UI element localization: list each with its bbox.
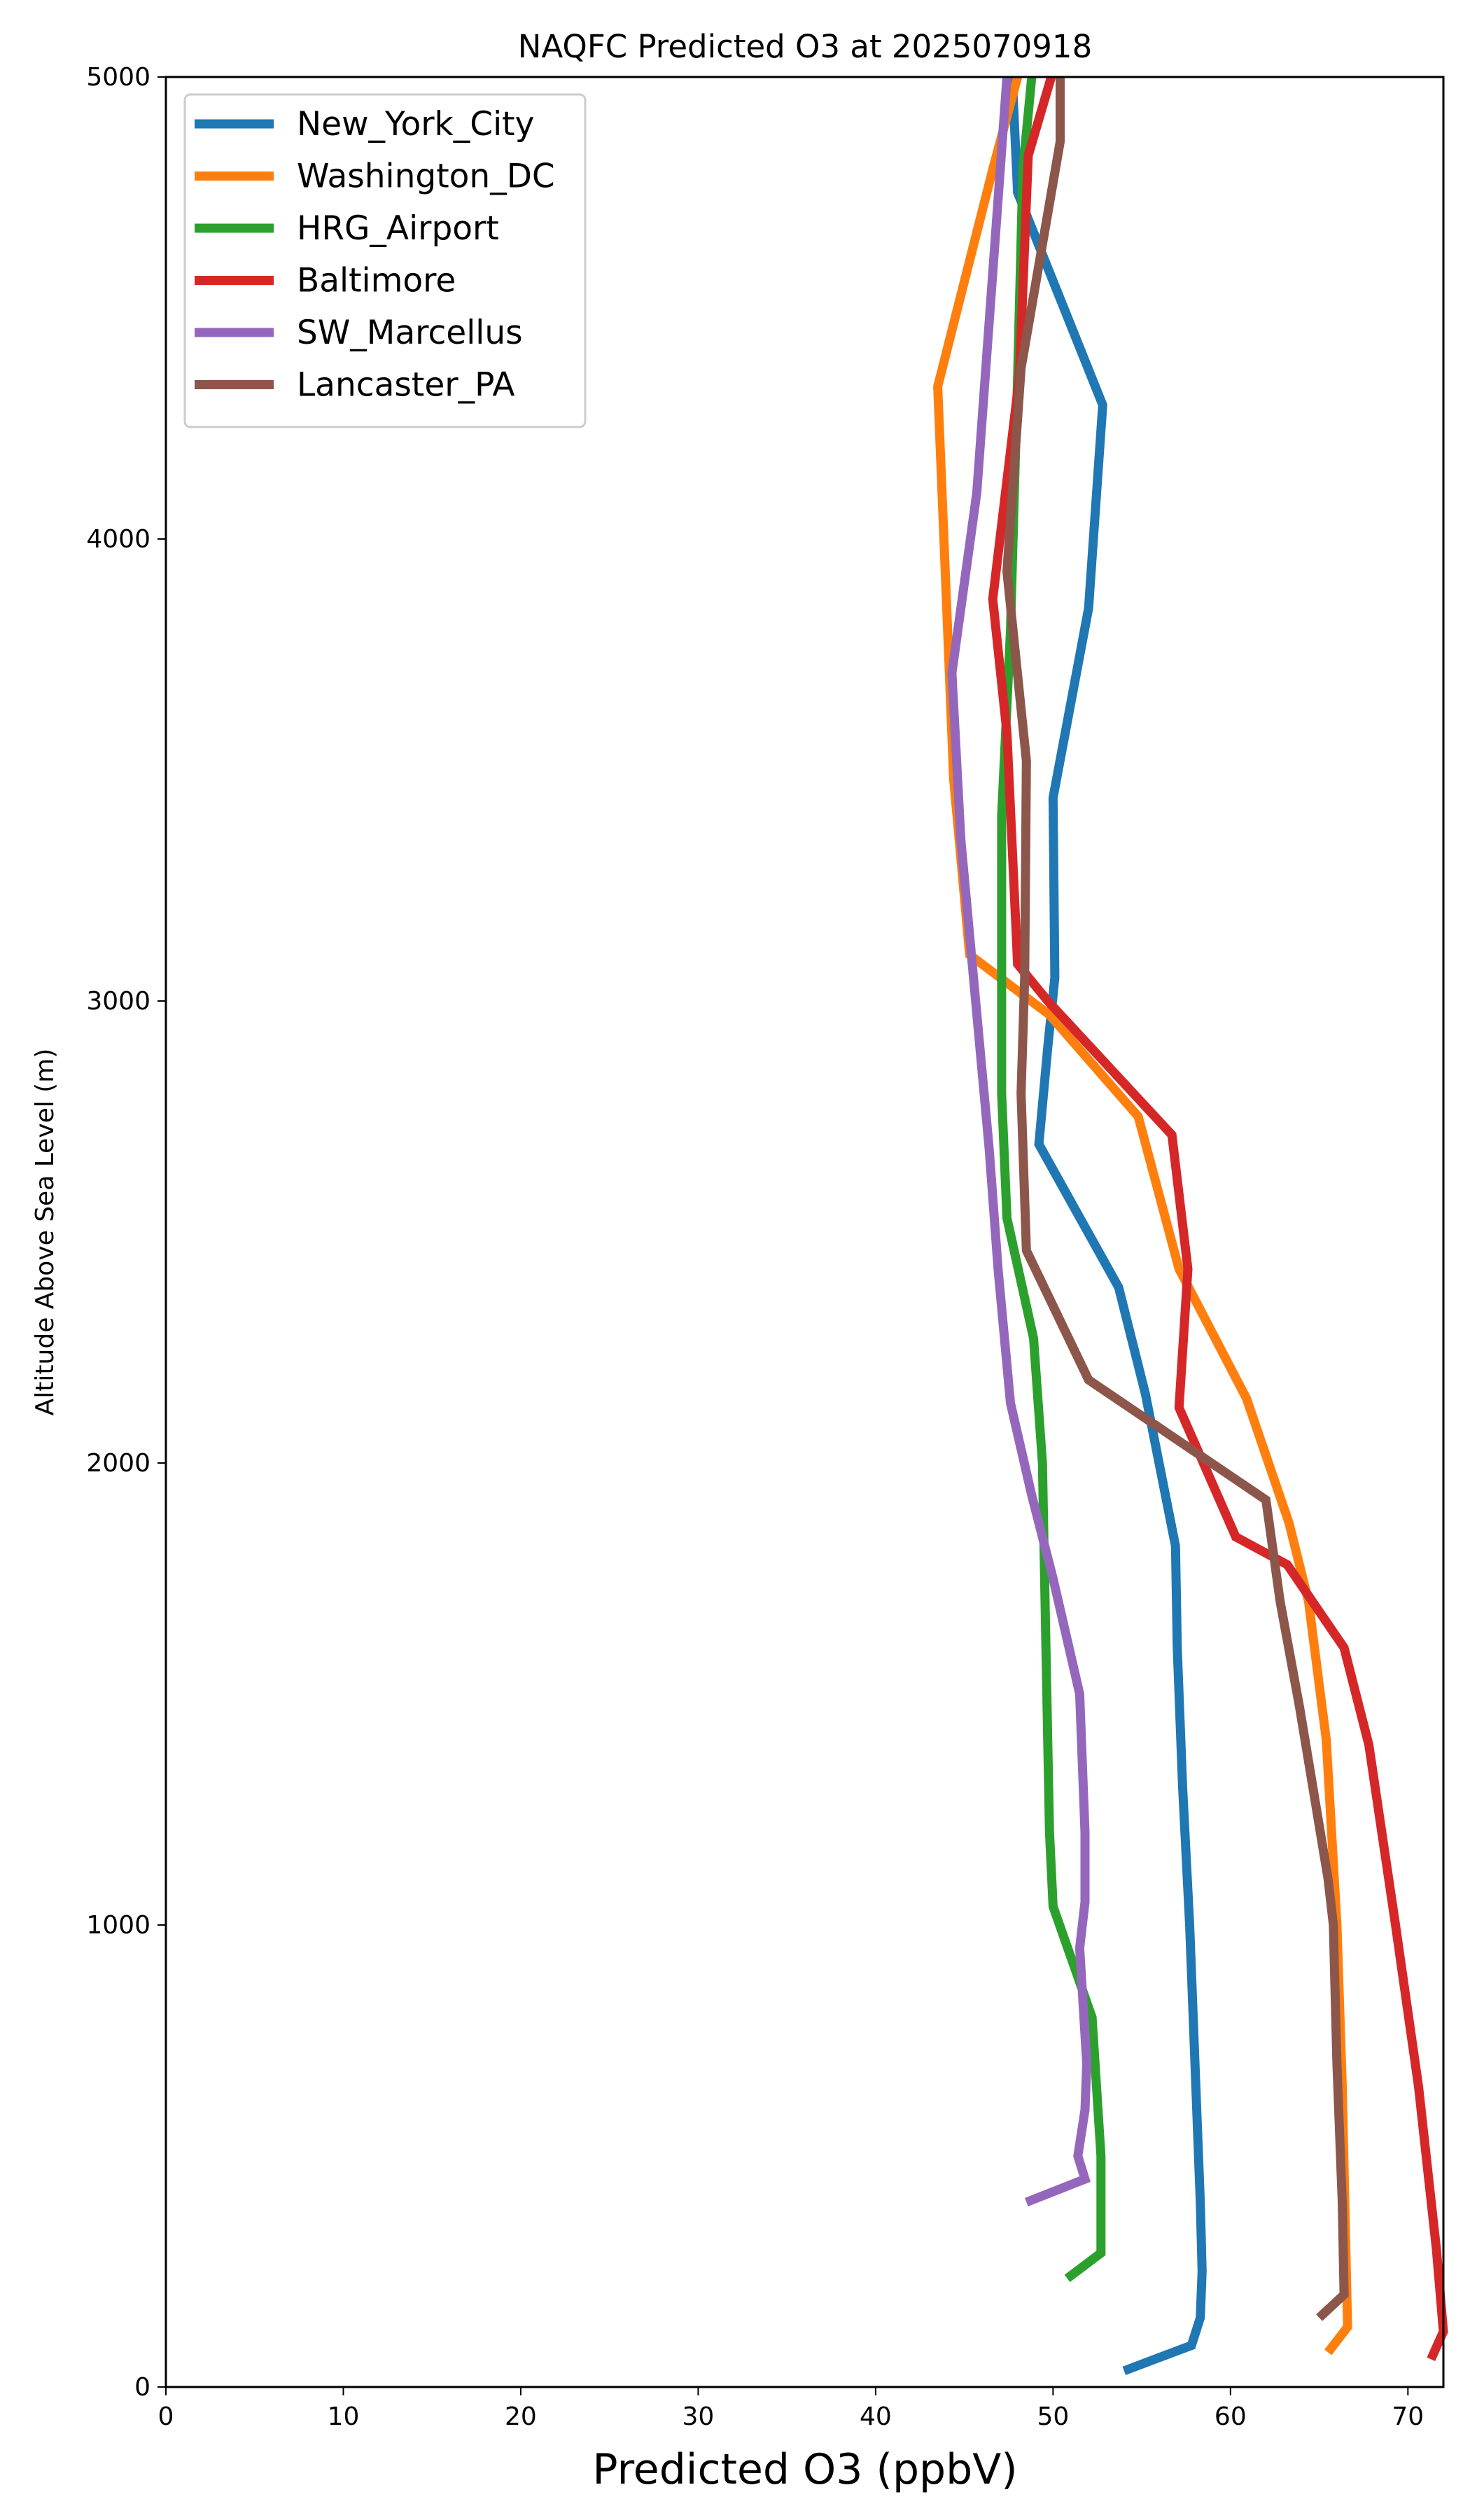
x-tick-label: 20 [505, 2402, 537, 2431]
x-tick-label: 0 [158, 2402, 174, 2431]
y-axis-ticks: 0 1000 2000 3000 4000 5000 [86, 63, 166, 2402]
legend-label: Baltimore [297, 262, 456, 300]
legend-label: Lancaster_PA [297, 366, 515, 405]
y-tick-label: 2000 [86, 1449, 150, 1478]
y-tick-label: 3000 [86, 987, 150, 1016]
series-line-lancaster-pa [1002, 77, 1349, 2321]
x-axis-ticks: 0 10 20 30 40 50 60 70 [158, 2387, 1424, 2431]
series-line-sw-marcellus [947, 76, 1092, 2207]
y-tick-label: 0 [134, 2373, 150, 2402]
y-tick-label: 1000 [86, 1911, 150, 1940]
plot-frame [164, 76, 1445, 2388]
x-tick-label: 60 [1214, 2402, 1247, 2431]
series-line-new-york-city [1007, 76, 1207, 2375]
x-tick-label: 30 [682, 2402, 715, 2431]
plot-background [166, 77, 1443, 2387]
series-layer [933, 76, 1448, 2375]
legend-label: SW_Marcellus [297, 314, 523, 352]
x-tick-label: 40 [860, 2402, 892, 2431]
x-axis-label: Predicted O3 (ppbV) [592, 2445, 1017, 2494]
y-tick-label: 5000 [86, 63, 150, 92]
x-tick-label: 50 [1037, 2402, 1069, 2431]
legend-box [183, 93, 587, 428]
legend-label: Washington_DC [297, 158, 555, 196]
legend-label: New_York_City [297, 105, 534, 144]
x-tick-label: 70 [1392, 2402, 1424, 2431]
series-line-baltimore [988, 76, 1448, 2362]
chart-title: NAQFC Predicted O3 at 2025070918 [518, 28, 1092, 65]
x-tick-label: 10 [328, 2402, 360, 2431]
y-axis-label: Altitude Above Sea Level (m) [31, 1049, 59, 1416]
legend-label: HRG_Airport [297, 209, 499, 248]
y-tick-label: 4000 [86, 525, 150, 554]
plot-area [164, 76, 1448, 2388]
legend: New_York_City Washington_DC HRG_Airport Bal… [183, 93, 587, 428]
